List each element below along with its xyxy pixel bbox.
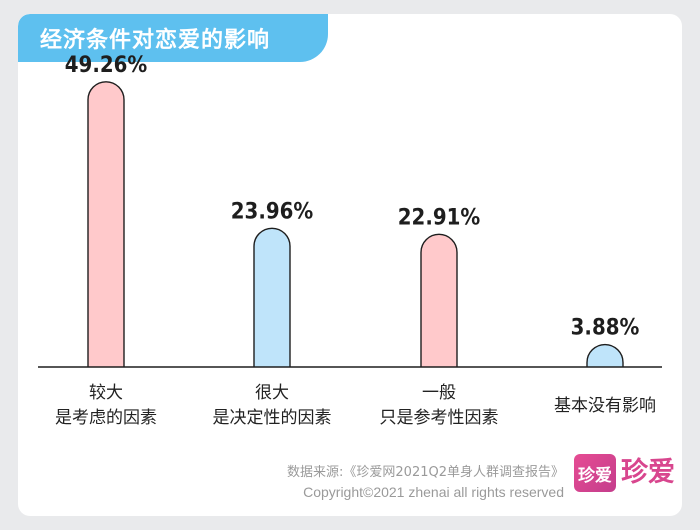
bar-value-label-3: 22.91% xyxy=(398,205,481,230)
title-banner: 经济条件对恋爱的影响 xyxy=(18,14,328,62)
zhenai-logo-text: 珍爱 xyxy=(621,457,675,488)
category-label-4-line-1: 基本没有影响 xyxy=(554,396,656,416)
bar-4 xyxy=(586,343,624,367)
category-label-1-line-1: 较大 xyxy=(89,383,123,403)
bar-value-label-2: 23.96% xyxy=(231,199,314,224)
zhenai-logo-box: 珍爱 xyxy=(574,454,616,492)
data-source-note: 数据来源:《珍爱网2021Q2单身人群调查报告》 xyxy=(287,465,564,480)
bar-1 xyxy=(87,81,125,367)
bar-value-label-4: 3.88% xyxy=(571,316,640,341)
category-label-3-line-1: 一般 xyxy=(422,383,456,403)
bar-2 xyxy=(253,227,291,367)
chart-card: 经济条件对恋爱的影响 49.26% 较大是考虑的因素 23.96% 很大是决定性的因素… xyxy=(18,14,682,516)
bar-3 xyxy=(420,233,458,367)
chart-title: 经济条件对恋爱的影响 xyxy=(40,28,271,53)
bar-value-label-1: 49.26% xyxy=(65,53,148,78)
category-label-3-line-2: 只是参考性因素 xyxy=(380,408,499,428)
category-label-2-line-1: 很大 xyxy=(255,383,289,403)
copyright-note: Copyright©2021 zhenai all rights reserve… xyxy=(303,484,564,500)
category-label-2-line-2: 是决定性的因素 xyxy=(213,408,332,428)
category-label-1-line-2: 是考虑的因素 xyxy=(55,408,157,428)
